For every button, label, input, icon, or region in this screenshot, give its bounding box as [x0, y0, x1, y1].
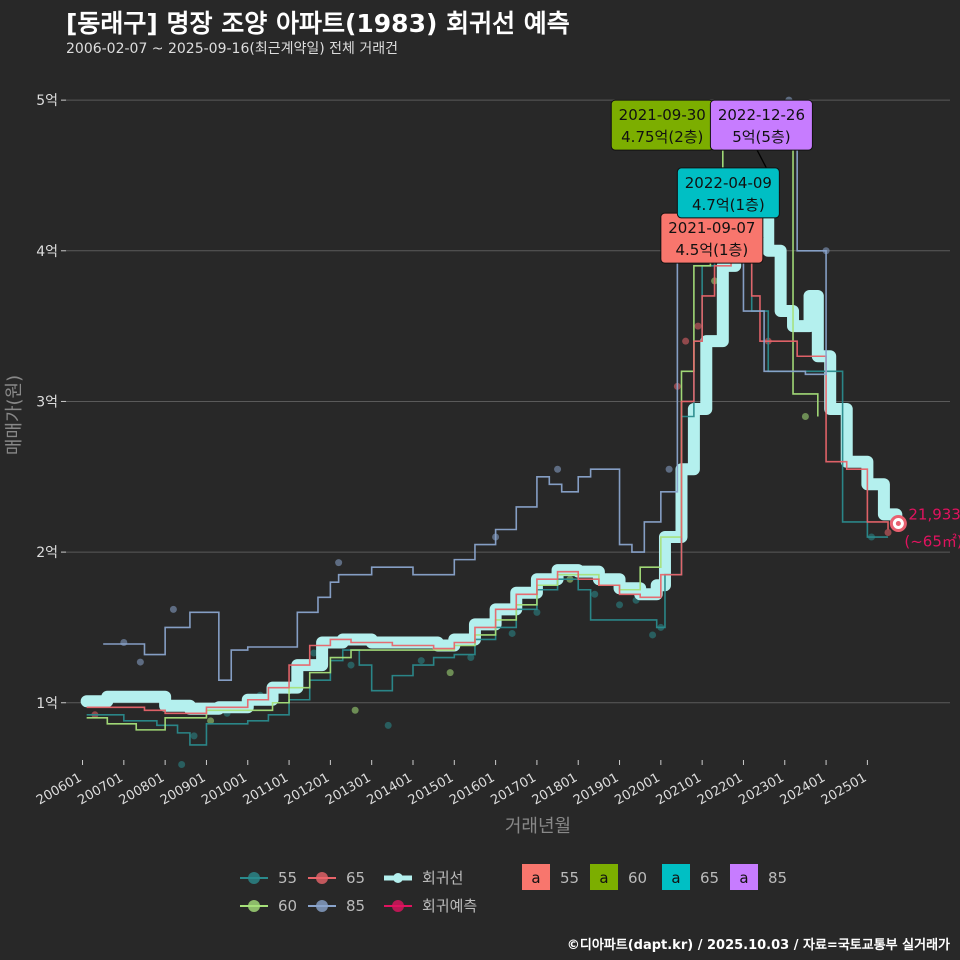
annotation-date: 2022-12-26 — [718, 106, 805, 124]
legend-box-glyph: a — [739, 869, 748, 887]
x-tick-label: 200801 — [117, 770, 167, 808]
x-tick-label: 201001 — [199, 770, 249, 808]
annotation-date: 2021-09-07 — [668, 219, 755, 237]
x-tick-label: 201901 — [571, 770, 621, 808]
legend-swatch-dot — [248, 900, 260, 912]
data-point — [446, 669, 454, 677]
data-point — [169, 605, 177, 613]
forecast-point-center — [895, 520, 901, 526]
data-point — [554, 465, 562, 473]
data-point — [417, 657, 425, 665]
x-tick-label: 200701 — [75, 770, 125, 808]
data-point — [347, 661, 355, 669]
data-point — [694, 322, 702, 330]
x-tick-label: 202001 — [612, 770, 662, 808]
annotation-date: 2022-04-09 — [685, 174, 772, 192]
legend-label: 55 — [278, 869, 297, 887]
legend-label: 85 — [346, 897, 365, 915]
legend-box-swatch — [730, 864, 758, 890]
x-tick-label: 200901 — [158, 770, 208, 808]
data-point — [591, 590, 599, 598]
legend-box-swatch — [590, 864, 618, 890]
legend-box-swatch — [662, 864, 690, 890]
chart-title: [동래구] 명장 조양 아파트(1983) 회귀선 예측 — [66, 9, 570, 38]
legend-label: 60 — [278, 897, 297, 915]
legend-label: 회귀선 — [422, 869, 463, 887]
y-tick-label: 2억 — [36, 545, 58, 561]
annotation-date: 2021-09-30 — [619, 106, 706, 124]
y-tick-label: 5억 — [36, 93, 58, 109]
legend-label: 회귀예측 — [422, 897, 477, 915]
series-line-trend — [80, 184, 903, 715]
annotation-box — [709, 99, 813, 151]
legend-box-glyph: a — [599, 869, 608, 887]
x-tick-label: 201201 — [282, 770, 332, 808]
data-point — [310, 649, 318, 657]
annotation-price: 4.5억(1층) — [675, 241, 748, 259]
series-line-60 — [86, 136, 819, 731]
y-tick-label: 1억 — [36, 696, 58, 712]
data-point — [682, 337, 690, 345]
data-point — [801, 413, 809, 421]
x-tick-label: 201701 — [488, 770, 538, 808]
data-point — [384, 721, 392, 729]
chart-subtitle: 2006-02-07 ~ 2025-09-16(최근계약일) 전체 거래건 — [66, 41, 398, 57]
x-tick-label: 202501 — [819, 770, 869, 808]
x-tick-label: 202201 — [695, 770, 745, 808]
legend-label: 65 — [346, 869, 365, 887]
data-point — [616, 601, 624, 609]
legend-label: 65 — [700, 869, 719, 887]
legend-swatch-dot — [393, 873, 403, 883]
data-point — [665, 465, 673, 473]
legend-label: 85 — [768, 869, 787, 887]
data-point — [178, 761, 186, 769]
data-point — [884, 529, 892, 537]
legend-box-glyph: a — [531, 869, 540, 887]
data-point — [120, 638, 128, 646]
source-caption: ©디아파트(dapt.kr) / 2025.10.03 / 자료=국토교통부 실… — [566, 938, 950, 953]
x-axis-title: 거래년월 — [505, 816, 571, 837]
x-tick-label: 200601 — [34, 770, 84, 808]
data-point — [190, 732, 198, 740]
legend-label: 55 — [560, 869, 579, 887]
y-axis-title: 매매가(원) — [4, 375, 25, 455]
x-tick-label: 201801 — [530, 770, 580, 808]
legend-swatch-dot — [316, 872, 328, 884]
legend-box-glyph: a — [671, 869, 680, 887]
annotation-price: 5억(5층) — [732, 128, 790, 146]
series-line-65 — [86, 182, 889, 715]
x-tick-label: 201101 — [241, 770, 291, 808]
x-tick-label: 202101 — [654, 770, 704, 808]
x-tick-label: 201401 — [365, 770, 415, 808]
data-point — [649, 631, 657, 639]
series-line-55 — [86, 174, 889, 746]
x-tick-label: 202301 — [736, 770, 786, 808]
x-tick-label: 201501 — [406, 770, 456, 808]
x-tick-label: 202401 — [778, 770, 828, 808]
forecast-area: (~65㎡) — [904, 532, 960, 550]
legend-label: 60 — [628, 869, 647, 887]
x-tick-label: 201301 — [323, 770, 373, 808]
legend-swatch-dot — [316, 900, 328, 912]
annotation-price: 4.7억(1층) — [692, 196, 765, 214]
data-point — [136, 658, 144, 666]
annotation-box — [676, 167, 780, 219]
y-tick-label: 4억 — [36, 244, 58, 260]
legend-box-swatch — [522, 864, 550, 890]
annotation-price: 4.75억(2층) — [621, 128, 703, 146]
data-point — [533, 608, 541, 616]
data-point — [467, 654, 475, 662]
data-point — [335, 559, 343, 567]
data-point — [508, 629, 516, 637]
data-point — [351, 706, 359, 714]
legend-swatch-dot — [248, 872, 260, 884]
forecast-value: 21,933 — [908, 505, 960, 523]
x-tick-label: 201601 — [447, 770, 497, 808]
data-point — [207, 717, 215, 725]
y-tick-label: 3억 — [36, 394, 58, 410]
legend-swatch-dot — [392, 900, 404, 912]
